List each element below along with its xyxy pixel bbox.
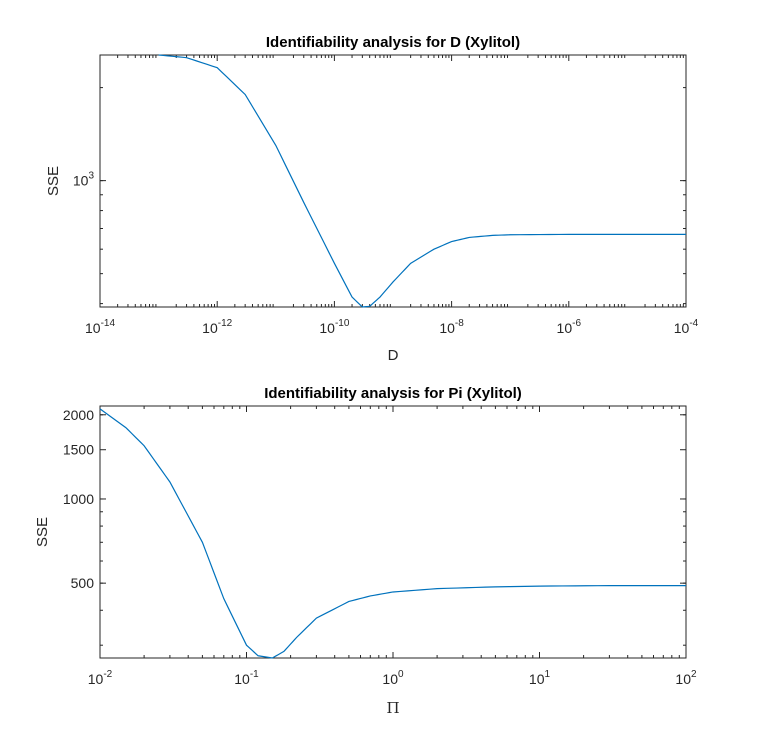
axes-box xyxy=(99,405,687,659)
y-axis-label: SSE xyxy=(45,166,62,196)
x-axis-label: D xyxy=(388,347,399,364)
x-tick-label: 10-10 xyxy=(319,318,349,336)
x-tick-label: 101 xyxy=(529,669,551,687)
x-tick-label: 10-8 xyxy=(439,318,464,336)
plot-area: 10-2 10-1 100 101 102 500 1000 1500 2000 xyxy=(63,405,697,687)
x-tick-label: 102 xyxy=(675,669,697,687)
x-tick-label: 10-1 xyxy=(234,669,259,687)
series-line xyxy=(99,408,686,659)
y-axis-label: SSE xyxy=(34,517,51,547)
chart-d-xylitol: Identifiability analysis for D (Xylitol)… xyxy=(45,34,699,364)
series-line xyxy=(158,54,686,308)
x-tick-label: 100 xyxy=(382,669,404,687)
y-tick-label: 1000 xyxy=(63,491,94,507)
x-tick-label: 10-6 xyxy=(557,318,582,336)
axes-box xyxy=(99,54,687,308)
x-tick-label: 10-4 xyxy=(674,318,699,336)
plot-area: 10-14 10-12 10-10 10-8 10-6 10-4 103 xyxy=(73,54,699,336)
y-tick-label: 2000 xyxy=(63,407,94,423)
x-tick-label: 10-14 xyxy=(85,318,115,336)
x-axis-label: Π xyxy=(386,699,399,717)
y-tick-label: 1500 xyxy=(63,442,94,458)
x-tick-label: 10-12 xyxy=(202,318,232,336)
chart-title: Identifiability analysis for D (Xylitol) xyxy=(266,34,520,51)
y-tick-label: 500 xyxy=(71,575,95,591)
y-tick-label: 103 xyxy=(73,171,95,189)
chart-pi-xylitol: Identifiability analysis for Pi (Xylitol… xyxy=(34,385,697,717)
chart-title: Identifiability analysis for Pi (Xylitol… xyxy=(264,385,522,402)
x-tick-label: 10-2 xyxy=(88,669,113,687)
